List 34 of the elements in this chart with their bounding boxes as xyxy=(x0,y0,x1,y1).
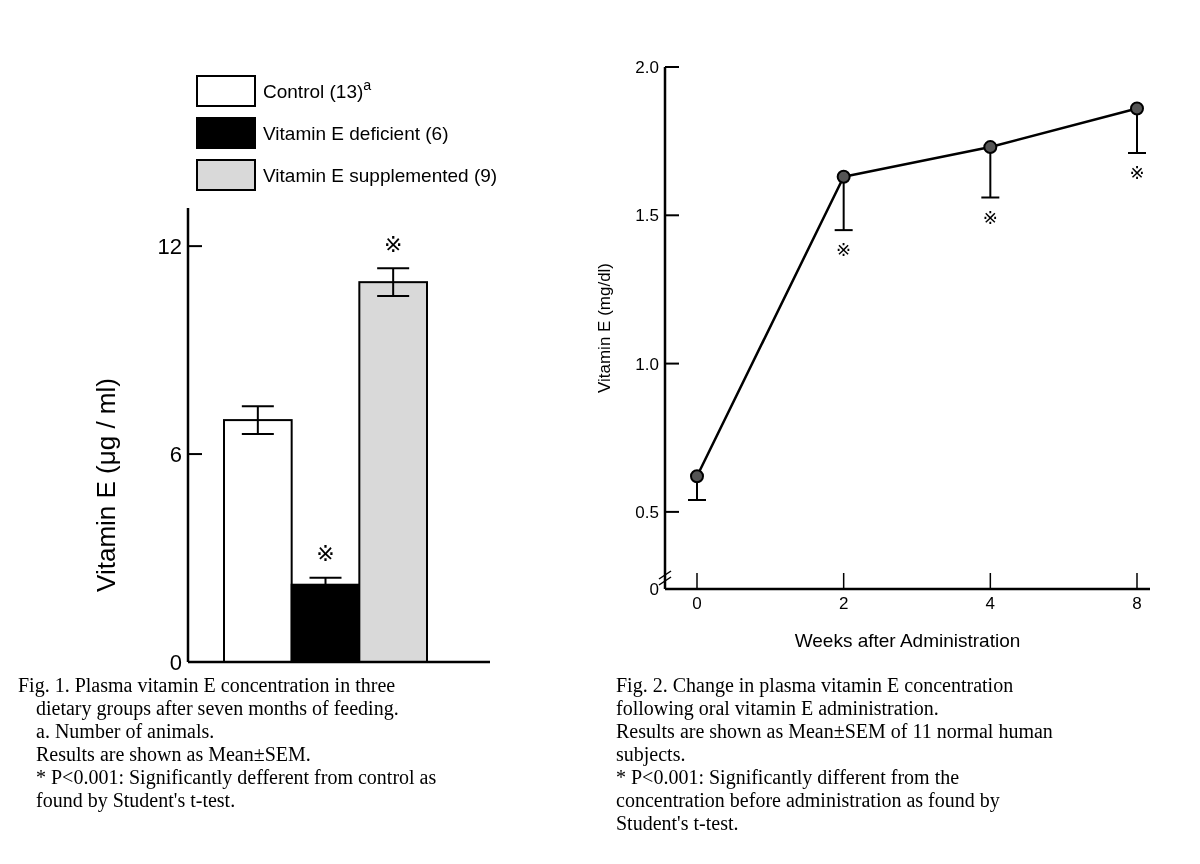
caption: Fig. 1. Plasma vitamin E concentration in three dietary groups after seven months of feeding. xyxy=(18,674,399,720)
y-tick-label: 1.0 xyxy=(635,354,659,374)
x-tick-label: 4 xyxy=(985,594,996,613)
point xyxy=(983,140,998,155)
text: a. Number of animals. xyxy=(36,720,215,742)
point xyxy=(690,469,704,484)
text: * P<0.001: Significantly defferent from control as found by Student's t-test. xyxy=(36,766,437,812)
annotation: ※ xyxy=(982,206,998,228)
x-axis-title: Weeks after Administration xyxy=(794,630,1021,651)
y-tick-label: 1.5 xyxy=(635,206,659,226)
y-tick-label: 0 xyxy=(649,579,659,599)
annotation: ※ xyxy=(836,239,852,261)
y-axis-title: Vitamin E (mg/dl) xyxy=(595,262,614,394)
text: * P<0.001: Significantly different from the concentration before administration as found by Student's t-test. xyxy=(616,766,1000,834)
x-tick-label: 8 xyxy=(1132,594,1142,613)
x-tick-label: 2 xyxy=(838,594,849,613)
y-tick-label: 0.5 xyxy=(635,502,659,522)
text: Results are shown as Mean±SEM. xyxy=(36,743,311,765)
text: Results are shown as Mean±SEM of 11 normal human subjects. xyxy=(616,720,1053,766)
y-tick-label: 0 xyxy=(169,649,182,675)
legend-label: Vitamin E supplemented (9) xyxy=(263,165,498,186)
legend-label: Control (13)$^{a}$ xyxy=(263,77,372,102)
y-axis-title: Vitamin E (μg / ml) xyxy=(91,378,121,592)
point xyxy=(1130,101,1144,116)
y-tick-label: 6 xyxy=(169,441,182,467)
caption: Fig. 2. Change in plasma vitamin E concentration following oral vitamin E administration. xyxy=(616,674,1014,720)
y-tick-label: 12 xyxy=(157,233,182,259)
annotation: ※ xyxy=(316,541,335,567)
legend-label: Vitamin E deficient (6) xyxy=(263,123,449,144)
annotation: ※ xyxy=(383,232,403,257)
point xyxy=(836,169,851,184)
y-tick-label: 2.0 xyxy=(635,57,659,77)
x-tick-label: 0 xyxy=(692,594,702,613)
annotation: ※ xyxy=(1129,162,1145,184)
